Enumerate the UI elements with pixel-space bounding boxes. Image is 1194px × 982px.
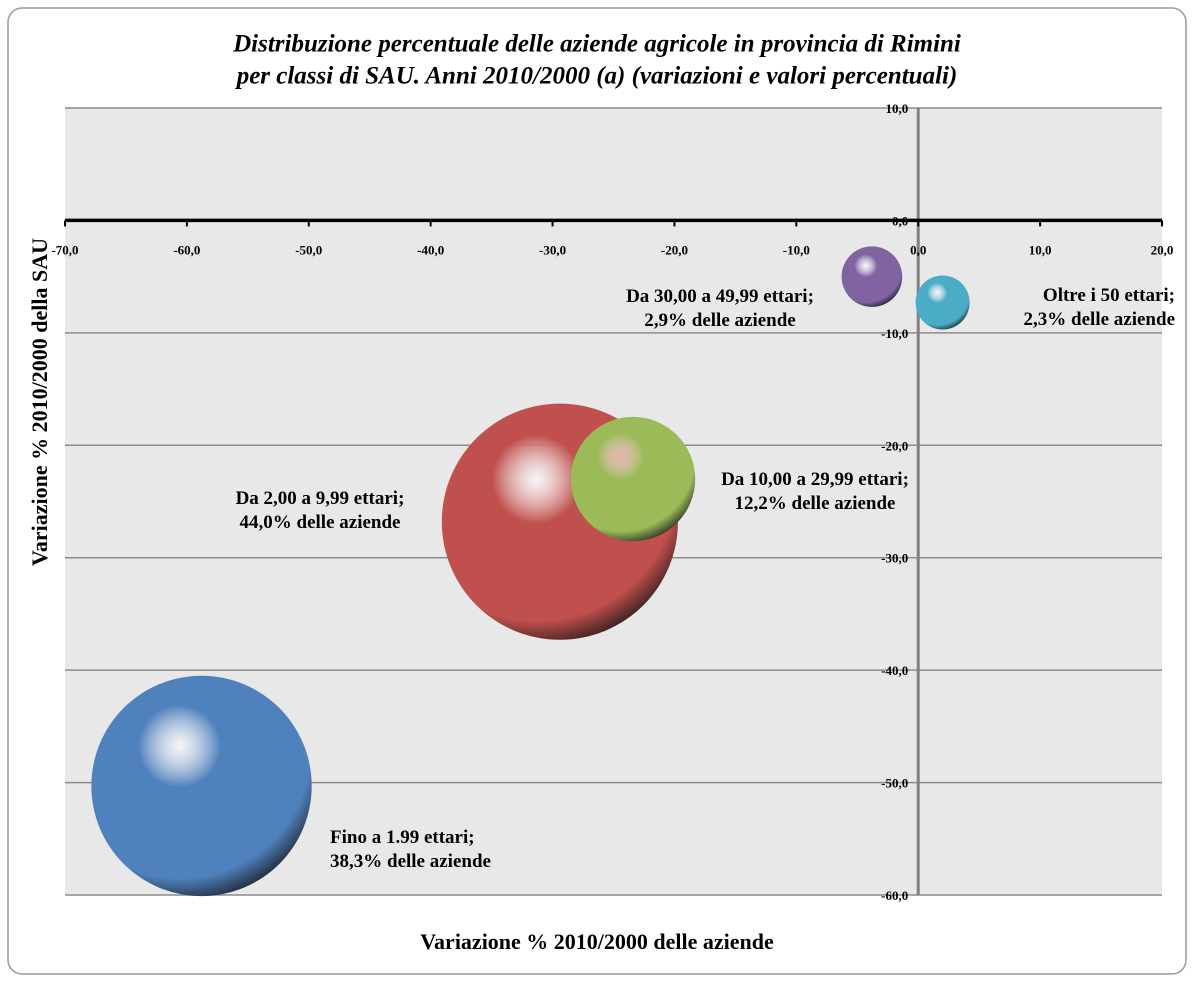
value-label: 44,0% delle aziende <box>239 512 401 533</box>
bubble <box>841 246 903 307</box>
series-name: Oltre i 50 ettari; <box>1042 285 1175 306</box>
x-tick-label: -10,0 <box>783 242 810 257</box>
y-tick-label: -60,0 <box>881 888 908 903</box>
bubble <box>91 675 312 897</box>
value-label: 2,9% delle aziende <box>644 310 796 331</box>
x-tick-label: -70,0 <box>51 242 78 257</box>
bubble <box>570 416 696 542</box>
series-name: Fino a 1.99 ettari; <box>330 827 475 848</box>
x-tick-label: 10,0 <box>1029 242 1052 257</box>
data-label: Da 30,00 a 49,99 ettari; 2,9% delle azien… <box>610 285 830 333</box>
x-axis-label: Variazione % 2010/2000 delle aziende <box>420 929 774 954</box>
series-name: Da 10,00 a 29,99 ettari; <box>721 469 909 490</box>
data-label: Oltre i 50 ettari; 2,3% delle aziende <box>960 284 1175 332</box>
chart-title: per classi di SAU. Anni 2010/2000 (a) (v… <box>235 63 958 90</box>
x-tick-label: 0,0 <box>910 242 926 257</box>
y-tick-label: -40,0 <box>881 663 908 678</box>
series-name: Da 30,00 a 49,99 ettari; <box>626 286 814 307</box>
y-axis-label: Variazione % 2010/2000 della SAU <box>27 238 52 566</box>
chart-title: Distribuzione percentuale delle aziende … <box>232 31 961 58</box>
y-tick-label: -10,0 <box>881 326 908 341</box>
x-tick-label: 20,0 <box>1151 242 1174 257</box>
x-tick-label: -20,0 <box>661 242 688 257</box>
series-name: Da 2,00 a 9,99 ettari; <box>235 488 405 509</box>
bubble <box>915 275 970 330</box>
value-label: 12,2% delle aziende <box>734 493 896 514</box>
x-tick-label: -40,0 <box>417 242 444 257</box>
y-tick-label: -50,0 <box>881 776 908 791</box>
y-tick-label: -30,0 <box>881 551 908 566</box>
data-label: Da 10,00 a 29,99 ettari; 12,2% delle azie… <box>700 468 930 516</box>
value-label: 38,3% delle aziende <box>330 851 491 872</box>
y-tick-label: 10,0 <box>885 101 908 116</box>
x-tick-label: -50,0 <box>295 242 322 257</box>
x-tick-label: -60,0 <box>173 242 200 257</box>
y-tick-label: -20,0 <box>881 438 908 453</box>
x-tick-label: -30,0 <box>539 242 566 257</box>
data-label: Da 2,00 a 9,99 ettari; 44,0% delle aziend… <box>190 487 450 535</box>
data-label: Fino a 1.99 ettari; 38,3% delle aziende <box>330 826 590 874</box>
value-label: 2,3% delle aziende <box>1023 309 1175 330</box>
